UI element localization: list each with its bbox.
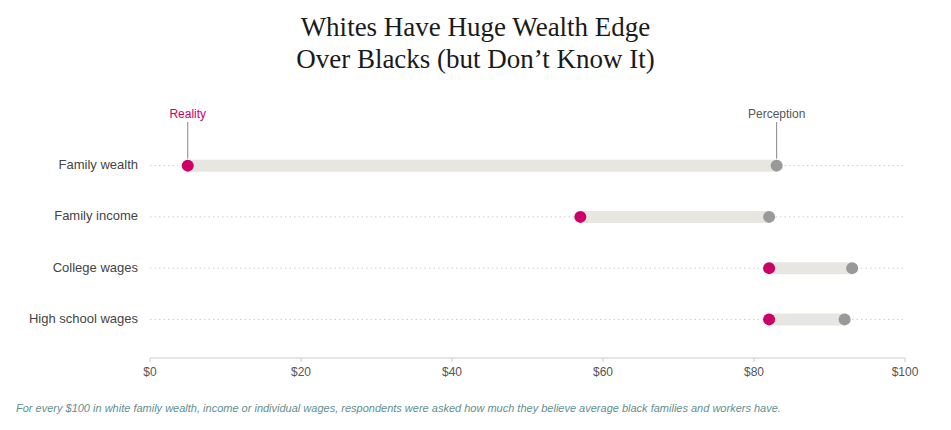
category-label: Family income: [54, 208, 138, 223]
chart: Whites Have Huge Wealth EdgeOver Blacks …: [0, 0, 951, 430]
annotation-leader: [776, 122, 777, 159]
dot: [763, 211, 775, 223]
annotation-leader: [187, 122, 188, 159]
dot: [763, 313, 775, 325]
x-tick: [452, 358, 453, 362]
dot: [574, 211, 586, 223]
category-label: Family wealth: [59, 157, 138, 172]
row-grid-line: [150, 216, 905, 217]
connector-bar: [182, 160, 783, 172]
dot: [846, 262, 858, 274]
x-tick: [603, 358, 604, 362]
series-label: Perception: [748, 107, 805, 121]
x-axis-line: [150, 358, 905, 359]
footnote: For every $100 in white family wealth, i…: [16, 402, 781, 414]
connector-bar: [763, 313, 851, 325]
connector-bar: [574, 211, 775, 223]
dot: [182, 160, 194, 172]
series-label: Reality: [169, 107, 206, 121]
dot: [839, 313, 851, 325]
x-tick-label: $40: [442, 365, 462, 379]
x-tick: [754, 358, 755, 362]
x-tick: [301, 358, 302, 362]
category-label: College wages: [53, 260, 139, 275]
dot: [771, 160, 783, 172]
title-line: Over Blacks (but Don’t Know It): [296, 44, 655, 74]
x-tick-label: $80: [744, 365, 764, 379]
dot: [763, 262, 775, 274]
x-tick: [150, 358, 151, 362]
connector-bar: [763, 262, 858, 274]
x-tick: [905, 358, 906, 362]
marks: [182, 160, 858, 326]
x-tick-label: $100: [892, 365, 919, 379]
x-tick-label: $60: [593, 365, 613, 379]
category-label: High school wages: [29, 311, 139, 326]
title: Whites Have Huge Wealth EdgeOver Blacks …: [296, 12, 655, 74]
x-tick-label: $20: [291, 365, 311, 379]
x-tick-label: $0: [143, 365, 157, 379]
title-line: Whites Have Huge Wealth Edge: [301, 12, 651, 42]
